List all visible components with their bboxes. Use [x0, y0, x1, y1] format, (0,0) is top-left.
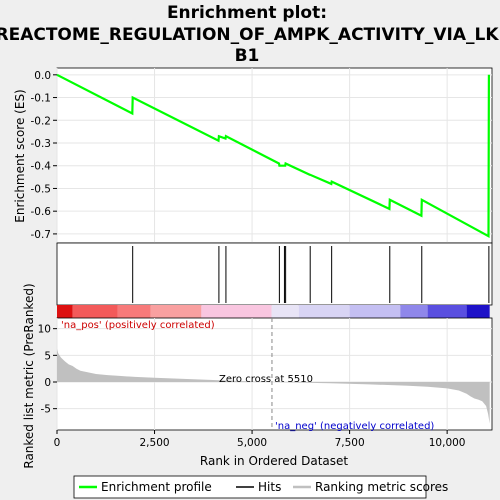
x-tick-label: 7,500 [335, 437, 365, 449]
chart-title-line-1: Enrichment plot: [167, 3, 327, 23]
es-y-tick-label: -0.4 [31, 161, 52, 173]
es-y-tick-label: -0.6 [31, 206, 52, 218]
x-tick-label: 5,000 [237, 437, 267, 449]
heat-bar-segment [427, 305, 467, 318]
heat-bar-segment [72, 305, 118, 318]
heat-bar-segment [117, 305, 151, 318]
chart-title-line-2: REACTOME_REGULATION_OF_AMPK_ACTIVITY_VIA… [0, 25, 499, 45]
x-tick-label: 2,500 [140, 437, 170, 449]
ranking-y-axis-label: Ranked list metric (PreRanked) [22, 283, 36, 468]
heat-bar-segment [349, 305, 401, 318]
heat-bar-segment [57, 305, 73, 318]
legend-enrichment-label: Enrichment profile [101, 480, 212, 494]
heat-bar-segment [466, 305, 490, 318]
hit-markers [132, 246, 490, 303]
ranking-y-tick-label: 5 [44, 350, 51, 362]
enrichment-profile-line [56, 73, 490, 239]
es-y-axis-label: Enrichment score (ES) [13, 89, 27, 222]
x-tick-label: 0 [54, 437, 61, 449]
x-axis-label: Rank in Ordered Dataset [200, 454, 348, 468]
ranking-panel [56, 317, 493, 431]
heat-bar-segment [150, 305, 202, 318]
zero-cross-label: Zero cross at 5510 [219, 374, 313, 385]
es-y-tick-label: -0.3 [31, 138, 52, 150]
es-y-ticks: 0.0 -0.1 -0.2 -0.3 -0.4 -0.5 -0.6 -0.7 [31, 70, 57, 241]
heat-bar-segment [271, 305, 299, 318]
ranking-y-ticks: 10 5 0 -5 [38, 324, 57, 416]
ranking-heat-bar [57, 305, 490, 318]
es-y-tick-label: 0.0 [34, 70, 51, 82]
legend-hits-label: Hits [258, 480, 281, 494]
es-panel [56, 67, 493, 244]
chart-title-line-3: B1 [235, 46, 260, 66]
hits-panel [56, 242, 493, 306]
ranking-y-tick-label: -5 [41, 404, 51, 416]
heat-bar-segment [400, 305, 428, 318]
heat-bar-segment [298, 305, 350, 318]
legend-ranking-label: Ranking metric scores [315, 480, 448, 494]
ranking-y-tick-label: 10 [38, 324, 51, 336]
es-y-tick-label: -0.5 [31, 183, 52, 195]
negative-correlation-label: 'na_neg' (negatively correlated) [275, 421, 434, 432]
heat-bar-segment [201, 305, 272, 318]
x-axis-ticks: 0 2,500 5,000 7,500 10,000 [54, 430, 466, 449]
positive-correlation-label: 'na_pos' (positively correlated) [61, 320, 215, 331]
es-y-tick-label: -0.2 [31, 115, 52, 127]
x-tick-label: 10,000 [429, 437, 466, 449]
es-y-tick-label: -0.1 [31, 93, 52, 105]
es-y-tick-label: -0.7 [31, 229, 52, 241]
ranking-y-tick-label: 0 [44, 377, 51, 389]
